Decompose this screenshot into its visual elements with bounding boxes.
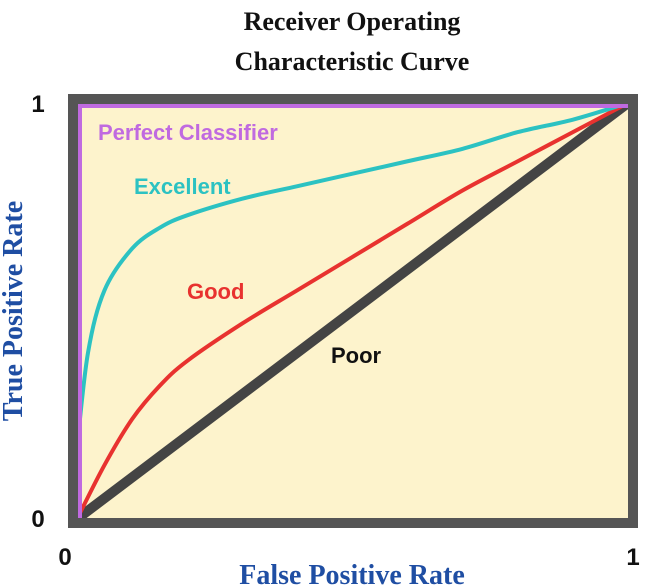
x-tick-0: 0 [58,544,71,571]
series-label-perfect-classifier: Perfect Classifier [98,120,278,145]
chart-title-line-2: Characteristic Curve [234,47,470,76]
chart-title-line-1: Receiver Operating [243,7,461,36]
series-label-good: Good [187,279,244,304]
series-label-excellent: Excellent [134,174,231,199]
plot-frame [68,94,638,528]
series-line-good [75,101,630,521]
y-tick-0: 0 [31,506,44,533]
chart-title: Receiver Operating Characteristic Curve [0,2,648,82]
x-axis-label: False Positive Rate [239,560,465,588]
y-axis-label: True Positive Rate [0,201,29,421]
series-line-excellent [75,101,630,451]
curve-label-layer: Poor Good Excellent Perfect Classifier [98,120,382,368]
series-line-poor [72,98,633,524]
y-tick-1: 1 [31,91,44,118]
series-label-poor: Poor [331,343,382,368]
x-tick-1: 1 [626,544,639,571]
